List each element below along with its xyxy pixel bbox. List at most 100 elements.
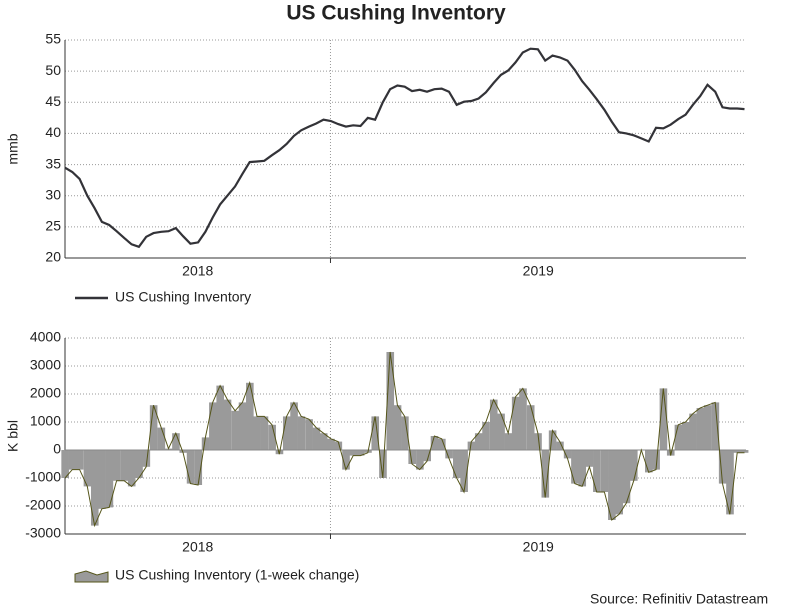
area-bar [142, 450, 151, 467]
area-bar [674, 424, 683, 450]
area-bar [556, 441, 564, 450]
area-bar [105, 450, 114, 508]
area-bar [600, 450, 609, 492]
y-tick-label: -2000 [25, 497, 61, 513]
legend-label: US Cushing Inventory (1-week change) [115, 567, 359, 583]
area-bar [615, 450, 623, 515]
area-edge [64, 351, 745, 528]
area-bar [201, 437, 210, 450]
area-bar [696, 408, 705, 450]
area-bar [75, 450, 84, 470]
area-bar [186, 450, 195, 484]
area-bar [460, 450, 468, 492]
area-bar [68, 450, 77, 470]
area-bar [519, 388, 527, 450]
area-bar [489, 399, 498, 450]
area-bar [231, 410, 240, 450]
area-bar [563, 450, 572, 459]
area-bar [334, 441, 343, 450]
area-bar [356, 450, 365, 456]
area-bar [386, 352, 395, 450]
area-bar [393, 405, 402, 450]
area-bar [689, 413, 697, 450]
y-tick-label: 0 [53, 441, 61, 457]
y-tick-label: 3000 [30, 357, 61, 373]
area-bar [659, 388, 668, 450]
area-bar [608, 450, 616, 520]
area-bar [238, 402, 247, 450]
y-tick-label: 20 [45, 249, 61, 265]
area-bar [98, 450, 106, 509]
area-bar [349, 450, 358, 456]
area-bar [172, 433, 180, 450]
area-bar [453, 450, 461, 478]
area-bar [297, 416, 306, 450]
legend-swatch [74, 570, 109, 583]
area-bar [120, 450, 129, 481]
source: Source: Refinitiv Datastream [590, 591, 768, 607]
area-bar [401, 416, 409, 450]
area-bar [467, 441, 476, 450]
area-bar [83, 450, 92, 487]
y-axis-label: K bbl [5, 420, 21, 452]
area-bar [290, 402, 298, 450]
area-bar [578, 450, 587, 487]
area-bar [61, 450, 69, 478]
y-tick-label: 55 [45, 31, 61, 47]
area-bar [127, 450, 136, 487]
area-bar [408, 450, 416, 464]
area-bar [511, 396, 520, 450]
area-bar [246, 382, 254, 450]
area-bar [379, 450, 387, 478]
x-tick-label: 2019 [523, 263, 554, 279]
area-bar [534, 433, 542, 450]
area-bar [711, 402, 720, 450]
area-bar [593, 450, 601, 492]
area-bar [629, 450, 638, 481]
area-bar [645, 450, 653, 473]
area-bar [342, 450, 350, 470]
area-bar [223, 399, 232, 450]
area-bar [327, 438, 335, 450]
y-tick-label: 30 [45, 186, 61, 202]
y-tick-label: 45 [45, 93, 61, 109]
y-axis-label: mmb [5, 133, 21, 164]
area-bar [430, 436, 439, 450]
legend-label: US Cushing Inventory [115, 289, 251, 305]
area-bar [733, 450, 742, 453]
area-bar [526, 405, 535, 450]
area-bar [282, 416, 291, 450]
area-bar [149, 405, 158, 450]
area-bar [726, 450, 734, 515]
area-bar [504, 433, 513, 450]
area-bar [622, 450, 631, 504]
line [64, 47, 745, 249]
area-bar [740, 450, 749, 453]
plot-area [65, 40, 746, 258]
y-tick-label: -1000 [25, 469, 61, 485]
x-tick-label: 2019 [523, 539, 554, 555]
area-bar [216, 385, 225, 450]
y-tick-label: 2000 [30, 385, 61, 401]
x-tick-label: 2018 [182, 263, 213, 279]
y-tick-label: 4000 [30, 329, 61, 345]
area-bar [438, 438, 446, 450]
area-bar [548, 430, 557, 450]
area-bar [718, 450, 727, 484]
area-bar [312, 427, 321, 450]
area-bar [157, 427, 166, 450]
chart-title: US Cushing Inventory [286, 2, 506, 25]
area-bar [571, 450, 579, 484]
y-tick-label: 40 [45, 124, 61, 140]
area-bar [194, 450, 203, 485]
area-bar [445, 450, 453, 459]
y-tick-label: 35 [45, 155, 61, 171]
area-bar [423, 450, 432, 462]
area-bar [209, 402, 217, 450]
y-tick-label: -3000 [25, 525, 61, 541]
x-tick-label: 2018 [182, 539, 213, 555]
y-tick-label: 50 [45, 62, 61, 78]
area-bar [703, 405, 712, 450]
area-bar [482, 422, 490, 450]
